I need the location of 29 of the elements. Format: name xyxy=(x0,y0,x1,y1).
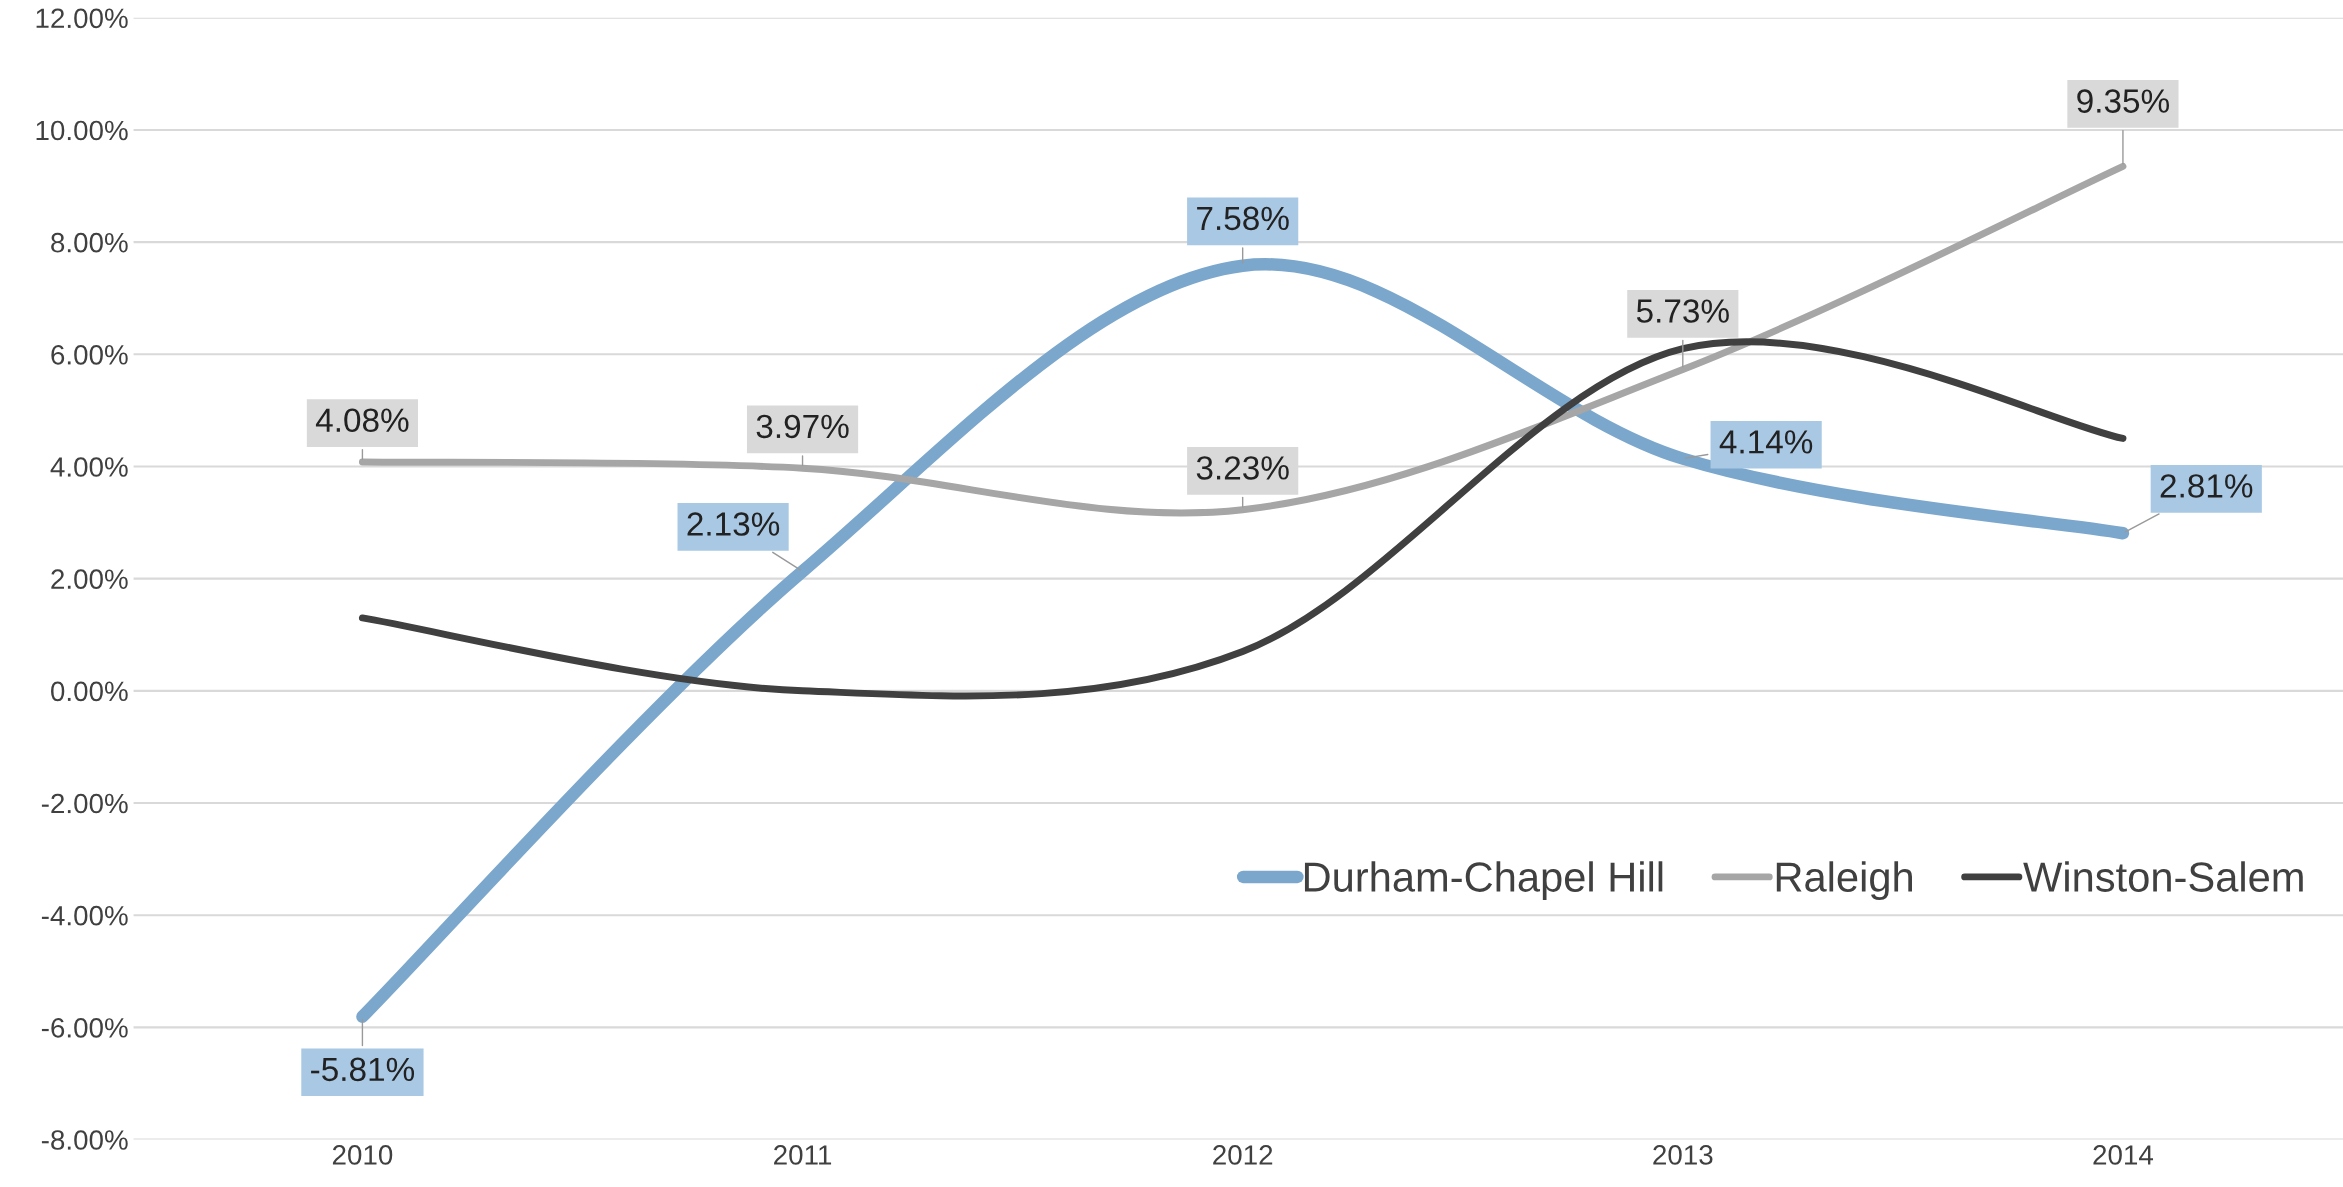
y-tick-label: 12.00% xyxy=(36,8,128,29)
y-tick-label: 8.00% xyxy=(51,232,128,253)
y-tick-label: -2.00% xyxy=(41,793,128,814)
x-tick-label: 2013 xyxy=(1653,1145,1713,1165)
data-label: 5.73% xyxy=(1636,299,1729,323)
y-tick-label: -4.00% xyxy=(41,905,128,926)
data-label: 7.58% xyxy=(1197,206,1289,231)
y-tick-label: 2.00% xyxy=(51,569,128,589)
y-tick-label: 4.00% xyxy=(50,457,128,477)
y-tick-label: -8.00% xyxy=(41,1130,128,1150)
y-tick-label: 10.00% xyxy=(36,120,128,141)
data-label: 9.35% xyxy=(2077,89,2170,113)
y-tick-label: 6.00% xyxy=(51,344,128,365)
data-label: 2.13% xyxy=(687,512,780,536)
data-label: 2.81% xyxy=(2160,474,2253,498)
x-tick-label: 2012 xyxy=(1213,1145,1273,1165)
legend-label: Durham-Chapel Hill xyxy=(1304,861,1663,901)
legend-label: Winston-Salem xyxy=(2023,861,2303,892)
legend-label: Raleigh xyxy=(1776,861,1912,901)
y-tick-label: 0.00% xyxy=(51,681,128,702)
data-label: 3.97% xyxy=(756,414,849,439)
y-tick-label: -6.00% xyxy=(41,1018,128,1038)
x-tick-label: 2011 xyxy=(774,1145,832,1165)
data-label: 4.08% xyxy=(315,408,409,433)
data-label: 3.23% xyxy=(1196,456,1289,480)
data-label: -5.81% xyxy=(311,1057,415,1082)
data-label: 4.14% xyxy=(1719,430,1813,454)
x-tick-label: 2010 xyxy=(332,1145,393,1165)
x-tick-label: 2014 xyxy=(2093,1145,2154,1165)
